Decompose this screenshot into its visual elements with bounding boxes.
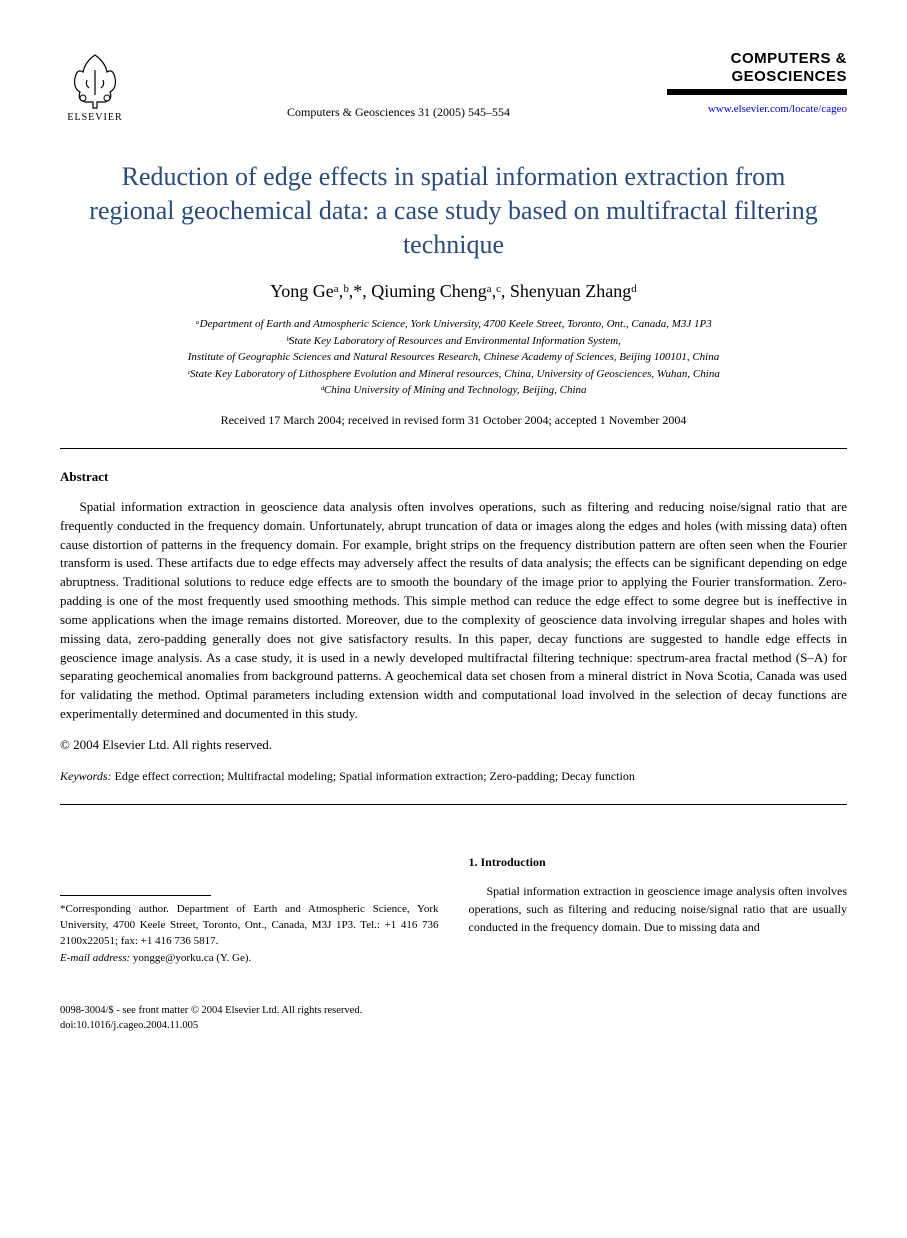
journal-name: COMPUTERS & GEOSCIENCES bbox=[667, 50, 847, 86]
journal-bar bbox=[667, 89, 847, 95]
email-line: E-mail address: yongge@yorku.ca (Y. Ge). bbox=[60, 952, 439, 964]
journal-name-line1: COMPUTERS & bbox=[731, 50, 847, 67]
keywords-line: Keywords: Edge effect correction; Multif… bbox=[60, 769, 847, 784]
affiliation-a: ᵃDepartment of Earth and Atmospheric Sci… bbox=[60, 316, 847, 333]
divider-bottom bbox=[60, 804, 847, 805]
citation-text: Computers & Geosciences 31 (2005) 545–55… bbox=[130, 105, 667, 120]
authors-line: Yong Geᵃ,ᵇ,*, Qiuming Chengᵃ,ᶜ, Shenyuan… bbox=[60, 281, 847, 302]
article-dates: Received 17 March 2004; received in revi… bbox=[60, 413, 847, 428]
page-footer: 0098-3004/$ - see front matter © 2004 El… bbox=[60, 1004, 847, 1033]
affiliation-b2: Institute of Geographic Sciences and Nat… bbox=[60, 349, 847, 366]
footer-line1: 0098-3004/$ - see front matter © 2004 El… bbox=[60, 1004, 847, 1019]
footnote-divider bbox=[60, 895, 211, 896]
article-title: Reduction of edge effects in spatial inf… bbox=[80, 160, 827, 261]
affiliation-b: ᵇState Key Laboratory of Resources and E… bbox=[60, 333, 847, 350]
publisher-name: ELSEVIER bbox=[67, 112, 122, 123]
email-label: E-mail address: bbox=[60, 952, 130, 964]
affiliation-c: ᶜState Key Laboratory of Lithosphere Evo… bbox=[60, 366, 847, 383]
right-column: 1. Introduction Spatial information extr… bbox=[469, 855, 848, 964]
divider-top bbox=[60, 448, 847, 449]
email-address: yongge@yorku.ca (Y. Ge). bbox=[130, 952, 251, 964]
journal-url-link[interactable]: www.elsevier.com/locate/cageo bbox=[667, 103, 847, 115]
page-container: ELSEVIER Computers & Geosciences 31 (200… bbox=[0, 0, 907, 1073]
elsevier-logo: ELSEVIER bbox=[60, 50, 130, 130]
keywords-text: Edge effect correction; Multifractal mod… bbox=[112, 769, 635, 783]
journal-box: COMPUTERS & GEOSCIENCES www.elsevier.com… bbox=[667, 50, 847, 115]
affiliations-block: ᵃDepartment of Earth and Atmospheric Sci… bbox=[60, 316, 847, 399]
journal-name-line2: GEOSCIENCES bbox=[731, 68, 847, 85]
affiliation-d: ᵈChina University of Mining and Technolo… bbox=[60, 382, 847, 399]
footer-line2: doi:10.1016/j.cageo.2004.11.005 bbox=[60, 1019, 847, 1034]
introduction-heading: 1. Introduction bbox=[469, 855, 848, 870]
elsevier-tree-icon bbox=[65, 50, 125, 110]
header-row: ELSEVIER Computers & Geosciences 31 (200… bbox=[60, 50, 847, 130]
left-column: *Corresponding author. Department of Ear… bbox=[60, 855, 439, 964]
abstract-copyright: © 2004 Elsevier Ltd. All rights reserved… bbox=[60, 737, 847, 753]
introduction-text: Spatial information extraction in geosci… bbox=[469, 882, 848, 936]
corresponding-author: *Corresponding author. Department of Ear… bbox=[60, 902, 439, 950]
keywords-label: Keywords: bbox=[60, 769, 112, 783]
abstract-heading: Abstract bbox=[60, 469, 847, 485]
abstract-text: Spatial information extraction in geosci… bbox=[60, 498, 847, 724]
two-column-region: *Corresponding author. Department of Ear… bbox=[60, 855, 847, 964]
